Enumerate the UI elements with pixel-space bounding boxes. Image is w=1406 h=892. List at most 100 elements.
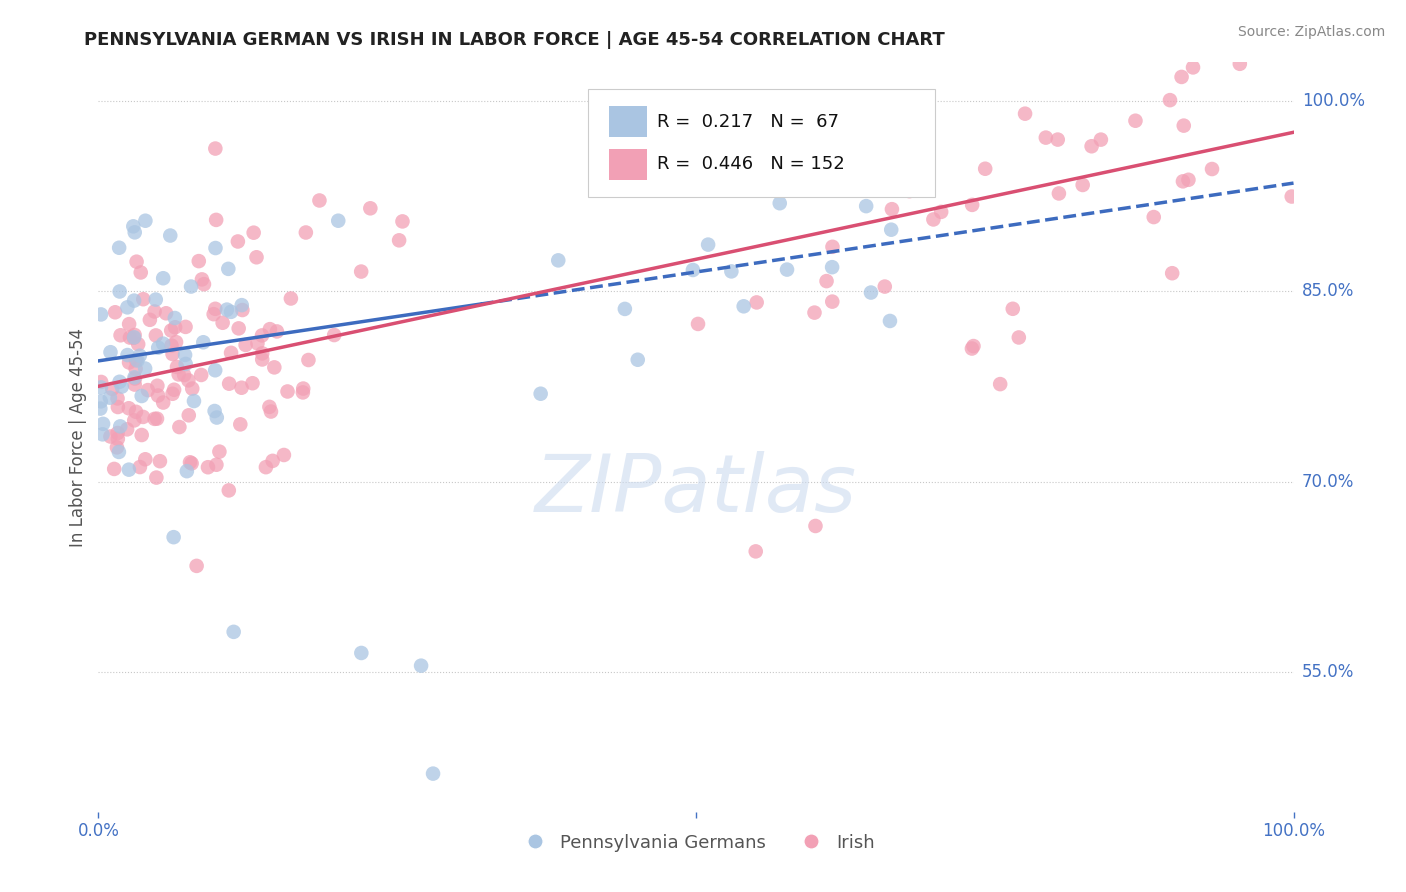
Point	[242, 226, 264, 240]
Point	[91, 427, 114, 442]
Point	[131, 389, 153, 403]
Text: PENNSYLVANIA GERMAN VS IRISH IN LABOR FORCE | AGE 45-54 CORRELATION CHART: PENNSYLVANIA GERMAN VS IRISH IN LABOR FO…	[84, 31, 945, 49]
Point	[873, 279, 896, 293]
Point	[323, 328, 346, 343]
Point	[1171, 174, 1194, 188]
Point	[259, 322, 281, 336]
Point	[165, 320, 187, 334]
Text: ZIPatlas: ZIPatlas	[534, 450, 858, 529]
Point	[122, 330, 145, 344]
Point	[738, 176, 761, 190]
Point	[146, 411, 169, 425]
Point	[143, 304, 166, 318]
Text: R =  0.446   N = 152: R = 0.446 N = 152	[657, 155, 844, 173]
Point	[530, 386, 553, 401]
Point	[280, 292, 302, 306]
Point	[745, 295, 768, 310]
Point	[167, 368, 190, 382]
Point	[226, 235, 249, 249]
Point	[122, 293, 145, 308]
Point	[162, 386, 184, 401]
Point	[118, 355, 141, 369]
Point	[169, 420, 191, 434]
Text: 55.0%: 55.0%	[1302, 663, 1354, 681]
Point	[125, 353, 148, 368]
Point	[1159, 93, 1181, 107]
Point	[100, 429, 122, 443]
Point	[245, 250, 267, 264]
Legend: Pennsylvania Germans, Irish: Pennsylvania Germans, Irish	[509, 827, 883, 859]
Point	[122, 331, 145, 345]
Point	[124, 371, 146, 385]
Point	[1014, 106, 1036, 120]
Text: 100.0%: 100.0%	[1302, 92, 1365, 110]
Point	[89, 401, 111, 416]
Point	[228, 321, 250, 335]
Point	[101, 382, 124, 396]
Point	[1177, 173, 1199, 187]
Point	[177, 409, 200, 423]
Point	[134, 361, 156, 376]
Point	[682, 263, 704, 277]
Point	[176, 464, 198, 478]
Point	[145, 328, 167, 343]
Point	[1161, 266, 1184, 280]
Point	[231, 303, 253, 318]
Point	[1281, 189, 1303, 203]
Point	[803, 305, 825, 319]
Point	[107, 425, 129, 440]
Point	[129, 265, 152, 279]
Point	[174, 348, 197, 362]
Point	[204, 241, 226, 255]
Point	[146, 388, 169, 402]
Point	[208, 444, 231, 458]
Point	[108, 445, 131, 459]
FancyBboxPatch shape	[589, 88, 935, 197]
Point	[211, 316, 233, 330]
Text: Source: ZipAtlas.com: Source: ZipAtlas.com	[1237, 25, 1385, 39]
Point	[1243, 17, 1265, 31]
Point	[246, 336, 269, 351]
Point	[122, 219, 145, 234]
Point	[145, 293, 167, 307]
Point	[776, 262, 799, 277]
Point	[908, 160, 931, 174]
Point	[160, 338, 183, 352]
Point	[204, 142, 226, 156]
Point	[295, 226, 318, 240]
Point	[1071, 178, 1094, 192]
Point	[308, 194, 330, 208]
Point	[929, 205, 952, 219]
Point	[879, 314, 901, 328]
Point	[898, 184, 921, 198]
Point	[988, 377, 1011, 392]
Point	[218, 376, 240, 391]
Point	[697, 237, 720, 252]
Point	[388, 233, 411, 247]
Point	[1035, 130, 1057, 145]
Point	[262, 454, 284, 468]
Point	[215, 302, 238, 317]
Point	[110, 419, 132, 434]
Point	[769, 196, 792, 211]
Point	[219, 346, 242, 360]
Point	[222, 624, 245, 639]
Point	[291, 385, 314, 400]
Point	[815, 274, 838, 288]
Point	[960, 342, 983, 356]
Point	[922, 212, 945, 227]
Point	[191, 272, 214, 286]
Point	[162, 530, 184, 544]
Point	[821, 240, 844, 254]
Point	[260, 404, 283, 418]
Text: 85.0%: 85.0%	[1302, 282, 1354, 300]
Point	[880, 202, 903, 217]
Point	[1170, 70, 1192, 84]
Point	[122, 413, 145, 427]
Point	[1143, 210, 1166, 224]
Point	[108, 375, 131, 389]
Point	[1090, 133, 1112, 147]
Point	[547, 253, 569, 268]
Point	[855, 199, 877, 213]
Point	[962, 339, 984, 353]
